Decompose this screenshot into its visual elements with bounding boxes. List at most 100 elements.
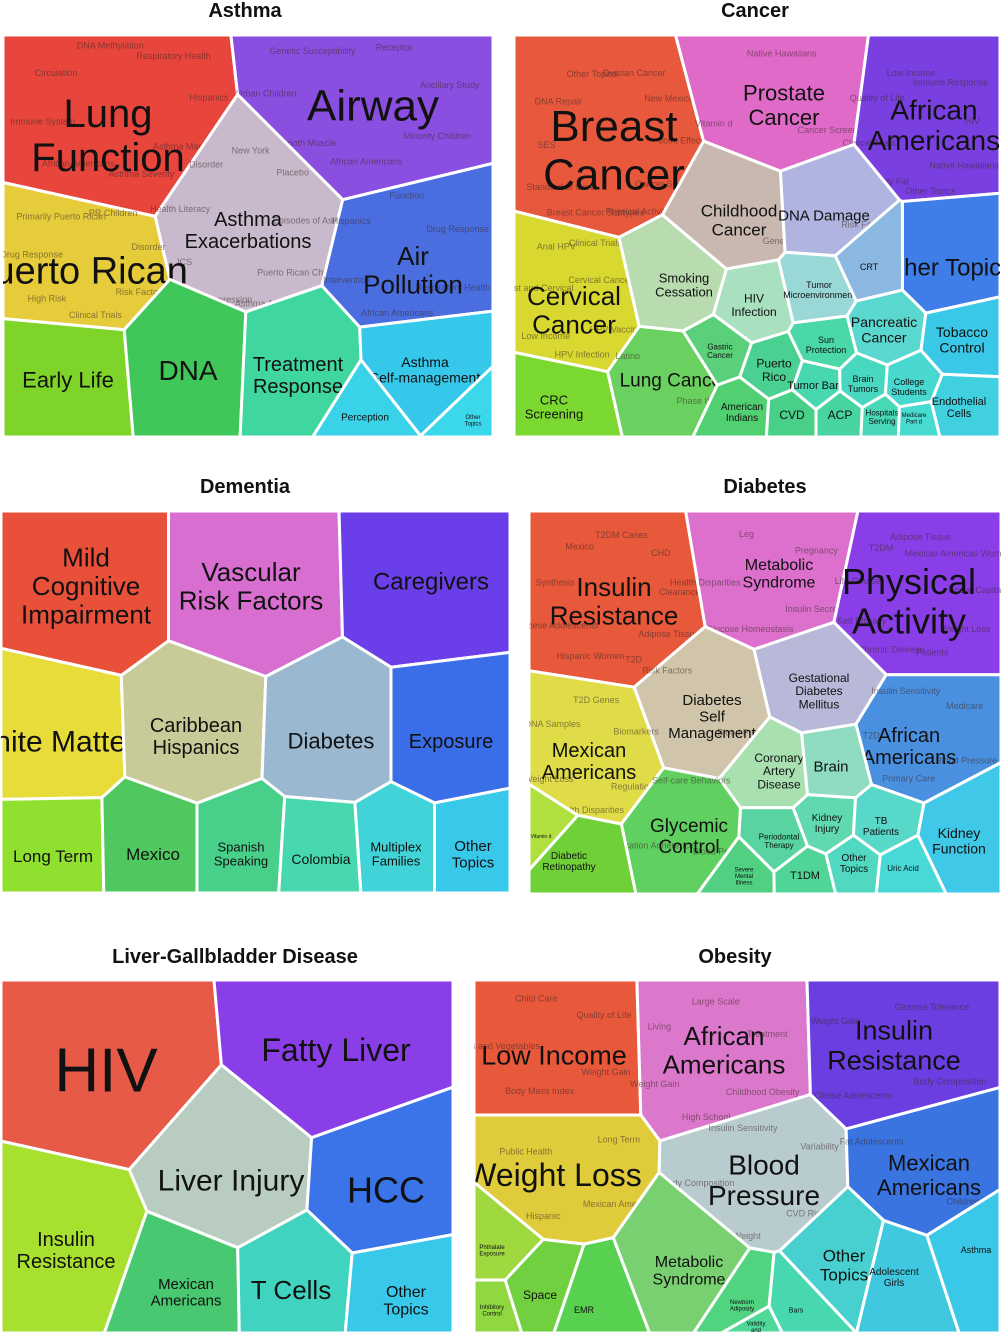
- treemap-subtopic-label: Minority Children: [404, 131, 472, 141]
- treemap-cell-shape: [1, 646, 127, 801]
- treemap-subtopic-label: Clinical Trials: [569, 238, 623, 248]
- treemap-cell-shape: [277, 795, 363, 893]
- voronoi-treemap-obesity: Weight Gain Body Mass Index Fruits and Veg…: [474, 980, 1000, 1333]
- treemap-cell-label: African Americans: [663, 1021, 786, 1080]
- treemap-cell-label: Airway: [307, 81, 439, 130]
- treemap-cell: Tobacco Control: [919, 295, 1000, 379]
- treemap-subtopic-label: Obese Adolescents: [815, 1090, 893, 1100]
- treemap-subtopic-label: Drug Response: [426, 224, 489, 234]
- treemap-cell-label: White Matter: [1, 726, 136, 759]
- treemap-subtopic-label: Self Efficacy: [837, 616, 887, 626]
- treemap-subtopic-label: Insulin Sensitivity: [708, 1123, 778, 1133]
- treemap-cell-label: College Students: [891, 377, 927, 397]
- treemap-cell-shape: [389, 650, 510, 805]
- panel-title-obesity: Obesity: [698, 946, 772, 968]
- treemap-cell: Asthma Self-management: [358, 309, 493, 437]
- treemap-cell-label: EMR: [574, 1305, 595, 1315]
- treemap-cell-label: Mexican Americans: [877, 1151, 981, 1200]
- treemap-cell-label: Other Topics: [452, 838, 495, 872]
- treemap-subtopic-label: Drug Response: [3, 249, 63, 259]
- treemap-cell-label: Long Term: [13, 847, 93, 866]
- treemap-cell: Vascular Risk Factors: [167, 511, 344, 678]
- treemap-subtopic-label: Fat Adolescents: [840, 1137, 905, 1147]
- treemap-subtopic-label: Self-care Behaviors: [652, 776, 731, 786]
- treemap-subtopic-label: Low Income: [521, 331, 570, 341]
- treemap-subtopic-label: Native Hawaiians: [747, 49, 817, 59]
- treemap-cell-shape: [767, 1249, 858, 1333]
- treemap-subtopic-label: Ancillary Study: [420, 80, 480, 90]
- treemap-subtopic-label: Public Health: [499, 1147, 552, 1157]
- treemap-subtopic-label: Hispanic Women: [556, 651, 624, 661]
- treemap-subtopic-label: Risk Factors: [841, 219, 892, 229]
- treemap-cell-label: Adolescent Girls: [869, 1267, 919, 1289]
- treemap-subtopic-label: Immune System: [10, 117, 75, 127]
- treemap-cell: Other Topics: [343, 1233, 453, 1333]
- treemap-cell-label: Fatty Liver: [261, 1032, 411, 1068]
- treemap-subtopic-label: CHD: [651, 548, 671, 558]
- treemap-cell-label: Medicare Part d: [902, 413, 927, 426]
- treemap-subtopic-label: Body Fat: [873, 176, 910, 186]
- treemap-cell-label: Liver Injury: [158, 1165, 305, 1198]
- treemap-cell-shape: [529, 782, 580, 872]
- treemap-subtopic-label: Standard of Care: [526, 182, 595, 192]
- treemap-cell-label: HCC: [347, 1170, 425, 1211]
- treemap-cell-label: CRT: [860, 262, 879, 272]
- treemap-subtopic-label: Joint Effects: [659, 136, 708, 146]
- treemap-subtopic-label: Leg: [739, 529, 754, 539]
- treemap-subtopic-label: Clinical Trials: [842, 138, 896, 148]
- treemap-cell: CRC Screening: [514, 350, 624, 437]
- treemap-cell-label: Tumor Microenvironment: [783, 280, 855, 300]
- treemap-subtopic-label: Circulation: [35, 68, 78, 78]
- treemap-cell: Children Fat Adolescents Mexican Americans: [840, 1086, 1000, 1237]
- treemap-subtopic-label: Quality of Life: [576, 1010, 631, 1020]
- treemap-cell: Caregivers: [337, 511, 510, 669]
- treemap-cell-label: Mexican Americans: [151, 1276, 222, 1310]
- treemap-subtopic-label: Variability: [800, 1142, 839, 1152]
- panel-title-dementia: Dementia: [199, 476, 291, 498]
- treemap-cell: Mexican American WomenHispanicPublic Hea…: [474, 1113, 690, 1246]
- treemap-subtopic-label: Patients: [916, 648, 949, 658]
- treemap-subtopic-label: Blood Pressure: [717, 727, 779, 737]
- treemap-subtopic-label: Breast and Cervical: [514, 283, 573, 293]
- treemap-cell-label: Gastric Cancer: [707, 342, 733, 360]
- treemap-subtopic-label: Urban Children: [236, 89, 297, 99]
- treemap-cell-label: Other Topics: [820, 1247, 868, 1285]
- treemap-subtopic-label: T2D: [625, 654, 643, 664]
- treemap-cell-label: DNA: [158, 355, 217, 386]
- treemap-cell-label: Physical Activity: [842, 561, 976, 642]
- treemap-subtopic-label: Weight Gain: [630, 1079, 679, 1089]
- treemap-cell: DNA: [122, 277, 248, 437]
- treemap-cell: Respiratory Health African Americans Inter…: [320, 161, 493, 329]
- treemap-cell-shape: [772, 844, 838, 894]
- treemap-cell: Colombia: [277, 795, 363, 893]
- treemap-cell-label: Brain Tumors: [848, 374, 879, 394]
- treemap-subtopic-label: Children: [946, 1197, 980, 1207]
- treemap-cell-label: Kidney Function: [932, 825, 986, 856]
- treemap-subtopic-label: Asthma Action: [235, 299, 293, 309]
- treemap-cell-label: Endothelial Cells: [932, 396, 986, 420]
- treemap-subtopic-label: Medication Adherence: [605, 841, 694, 851]
- treemap-subtopic-label: African Americans: [42, 159, 115, 169]
- treemap-subtopic-label: Health Literacy: [150, 204, 211, 214]
- treemap-subtopic-label: Blood Pressure: [693, 847, 755, 857]
- treemap-subtopic-label: Chronic Disease: [858, 644, 924, 654]
- treemap-cell-label: Breast Cancer: [543, 102, 685, 199]
- treemap-cell-label: ValidityandReliability: [743, 1322, 769, 1334]
- treemap-subtopic-label: Other Topics: [567, 69, 618, 79]
- treemap-cell-label: Smoking Cessation: [655, 270, 713, 299]
- treemap-cell: Fatty Liver: [212, 980, 453, 1140]
- treemap-cell: Asthma Management Asthma SeverityAfrican …: [3, 35, 240, 218]
- treemap-cell: Caribbean Hispanics: [119, 639, 268, 805]
- treemap-cell-label: HIV Infection: [731, 292, 776, 319]
- treemap-cell-label: Weight Loss: [474, 1157, 642, 1193]
- treemap-cell-label: Other Topics: [840, 853, 868, 875]
- treemap-subtopic-label: Insulin Sensitivity: [871, 686, 941, 696]
- treemap-cell-shape: [353, 780, 436, 893]
- treemap-cell-shape: [900, 191, 1000, 315]
- treemap-subtopic-label: Childhood Obesity: [726, 1087, 800, 1097]
- treemap-subtopic-label: Medicare: [946, 701, 983, 711]
- treemap-cell: Gestational Diabetes Mellitus: [752, 620, 888, 735]
- treemap-cell-label: Prostate Cancer: [743, 81, 825, 130]
